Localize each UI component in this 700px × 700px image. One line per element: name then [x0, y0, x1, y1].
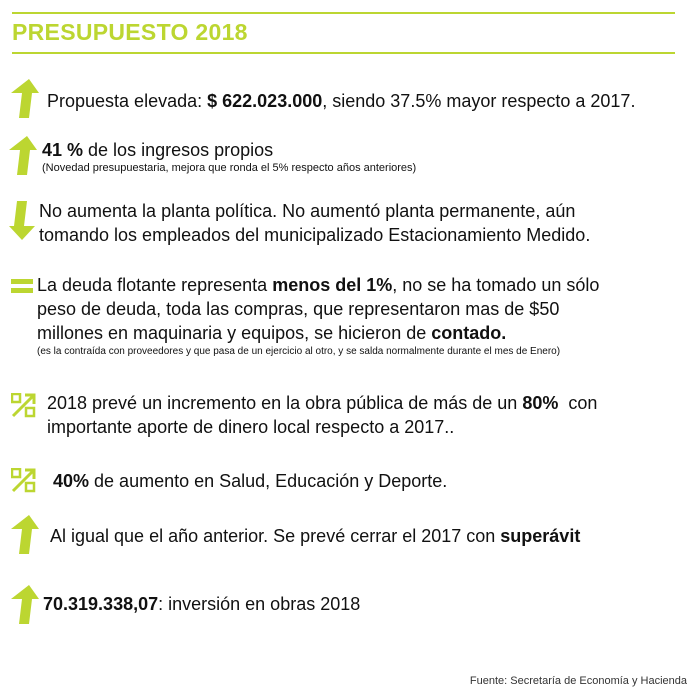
item-staff: No aumenta la planta política. No aument… [39, 201, 591, 245]
page-title: PRESUPUESTO 2018 [12, 19, 248, 45]
item-health-education: 40% de aumento en Salud, Educación y Dep… [53, 471, 448, 491]
arrow-up-icon [11, 515, 39, 554]
title-rule [12, 52, 675, 54]
top-rule [12, 12, 675, 14]
equals-icon [11, 279, 33, 293]
item-investment: 70.319.338,07: inversión en obras 2018 [43, 594, 361, 614]
item-debt: La deuda flotante representa menos del 1… [37, 275, 600, 357]
arrow-up-icon [11, 79, 39, 118]
arrow-down-icon [9, 201, 35, 240]
percent-up-icon [11, 393, 36, 418]
percent-up-icon [11, 468, 36, 493]
arrow-up-icon [11, 585, 39, 624]
arrow-up-icon [9, 136, 37, 175]
item-own-income: 41 % de los ingresos propios (Novedad pre… [42, 140, 417, 174]
source-note: Fuente: Secretaría de Economía y Haciend… [469, 675, 687, 687]
item-budget: Propuesta elevada: $ 622.023.000, siendo… [47, 91, 636, 111]
item-surplus: Al igual que el año anterior. Se prevé c… [50, 526, 581, 546]
item-public-works: 2018 prevé un incremento en la obra públ… [47, 393, 598, 437]
